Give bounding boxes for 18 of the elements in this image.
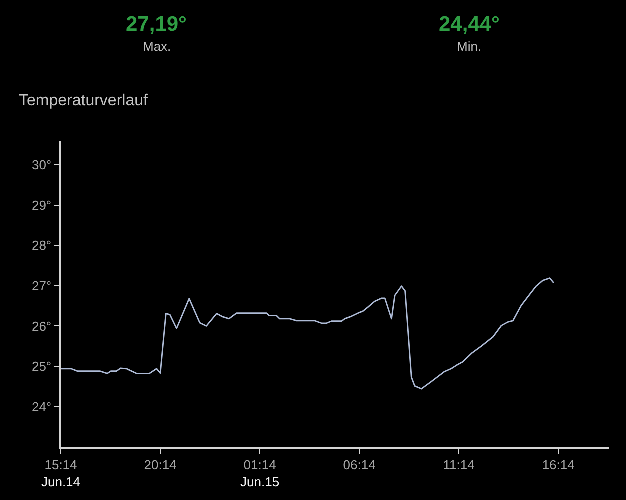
y-tick-label: 25° <box>32 359 52 374</box>
y-tick-label: 29° <box>32 198 52 213</box>
x-tick-label: 06:14 <box>343 457 376 472</box>
x-tick-label: 16:14 <box>542 457 575 472</box>
x-tick-label: 15:14 Jun.14 <box>41 457 81 490</box>
chart-title: Temperaturverlauf <box>19 92 148 110</box>
y-tick-label: 28° <box>32 238 52 254</box>
x-tick-label: 11:14 <box>443 457 475 472</box>
y-tick-label: 24° <box>32 399 52 414</box>
y-tick-label: 26° <box>32 318 52 334</box>
x-tick-label: 01:14 Jun.15 <box>240 457 280 490</box>
text: Min. <box>457 39 482 54</box>
x-tick-label: 20:14 <box>144 457 177 472</box>
text: 24,44° <box>439 13 500 36</box>
y-tick-label: 27° <box>32 278 52 294</box>
text: Max. <box>143 39 172 54</box>
text: 27,19° <box>126 13 187 36</box>
y-tick-label: 30° <box>32 158 52 173</box>
